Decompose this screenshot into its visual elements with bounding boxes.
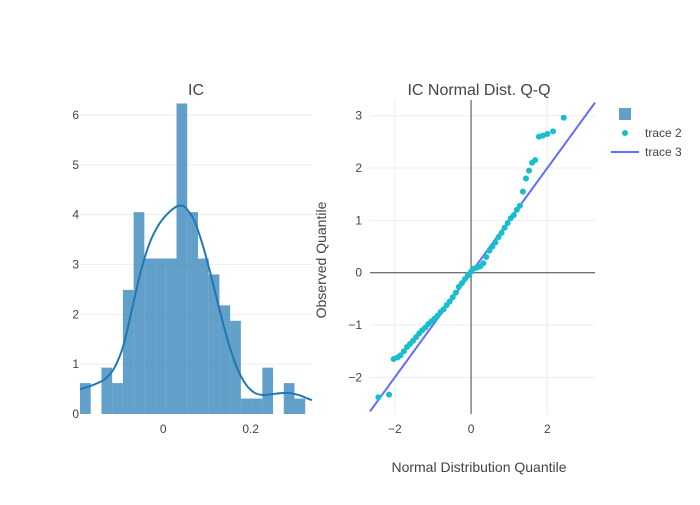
qq-y-tick-label-3: 1 (355, 213, 362, 227)
qq-point-20 (446, 298, 453, 305)
legend-trace-2-label[interactable]: trace 2 (645, 126, 682, 140)
qq-point-45 (522, 175, 529, 182)
qq-point-53 (560, 114, 567, 121)
qq-y-tick-labels: −2 −1 0 1 2 3 (348, 109, 362, 385)
histogram-y-tick-label-1: 1 (72, 357, 79, 371)
histogram-y-tick-label-4: 4 (72, 208, 79, 222)
histogram-bar-19 (283, 383, 295, 414)
histogram-bar-16 (251, 398, 263, 414)
histogram-bar-17 (262, 367, 274, 414)
qq-point-21 (449, 294, 456, 301)
qq-x-tick-label-2: 2 (544, 422, 551, 436)
qq-point-52 (550, 128, 557, 135)
histogram-bar-10 (187, 212, 198, 414)
histogram-bar-20 (294, 398, 306, 414)
qq-point-44 (519, 188, 526, 195)
histogram-bar-15 (240, 398, 252, 414)
qq-y-tick-label-0: −2 (348, 370, 362, 384)
qq-reference-line (369, 102, 596, 412)
qq-point-34 (489, 243, 496, 250)
histogram-bar-11 (197, 258, 209, 414)
qq-scatter-points (375, 114, 567, 401)
qq-point-0 (375, 394, 382, 401)
histogram-bar-9 (176, 103, 188, 414)
histogram-bar-13 (219, 305, 231, 414)
qq-y-tick-label-2: 0 (355, 266, 362, 280)
qq-point-24 (458, 280, 465, 287)
qq-point-33 (486, 247, 493, 254)
qq-point-22 (452, 289, 459, 296)
histogram-bar-4 (122, 289, 134, 414)
qq-point-46 (526, 167, 533, 174)
qq-x-axis-title: Normal Distribution Quantile (391, 459, 566, 475)
histogram-bar-12 (208, 274, 220, 414)
histogram-x-tick-labels: 0 0.2 (160, 422, 260, 436)
histogram-x-tick-label-1: 0.2 (242, 422, 259, 436)
qq-point-48 (532, 157, 539, 164)
qq-title: IC Normal Dist. Q-Q (407, 82, 550, 99)
qq-y-tick-label-4: 2 (355, 161, 362, 175)
histogram-y-tick-label-5: 5 (72, 158, 79, 172)
qq-point-18 (440, 306, 447, 313)
qq-point-31 (480, 260, 487, 267)
legend-trace-2-marker[interactable] (622, 130, 628, 136)
qq-point-4 (397, 352, 404, 359)
histogram-bar-3 (112, 383, 123, 414)
qq-point-35 (492, 239, 499, 246)
qq-point-50 (539, 132, 546, 139)
histogram-title: IC (188, 82, 204, 99)
histogram-bar-14 (230, 320, 241, 414)
qq-point-36 (495, 234, 502, 241)
qq-point-38 (501, 224, 508, 231)
legend-trace-3-label[interactable]: trace 3 (645, 145, 682, 159)
qq-point-37 (498, 229, 505, 236)
qq-y-axis-title: Observed Quantile (313, 201, 329, 318)
qq-x-tick-label-1: 0 (468, 422, 475, 436)
qq-point-39 (504, 219, 511, 226)
histogram-bar-0 (80, 383, 91, 414)
qq-y-tick-label-1: −1 (348, 318, 362, 332)
histogram-y-tick-labels: 0 1 2 3 4 5 6 (72, 108, 79, 421)
qq-y-tick-label-5: 3 (355, 109, 362, 123)
qq-point-43 (516, 202, 523, 209)
histogram-y-tick-label-0: 0 (72, 407, 79, 421)
histogram-y-tick-label-2: 2 (72, 307, 79, 321)
histogram-kde-curve (79, 204, 313, 401)
qq-point-5 (400, 348, 407, 355)
histogram-bar-2 (101, 367, 113, 414)
qq-x-tick-label-0: −2 (388, 422, 402, 436)
histogram-bar-5 (133, 212, 145, 414)
histogram-y-tick-label-3: 3 (72, 257, 79, 271)
qq-point-1 (386, 391, 393, 398)
qq-plot-panel: −2 0 2 −2 −1 0 1 2 3 IC Normal Dist. Q-Q Normal… (313, 82, 596, 475)
histogram-bars (80, 103, 306, 414)
qq-point-41 (510, 212, 517, 219)
histogram-x-tick-label-0: 0 (160, 422, 167, 436)
qq-point-42 (513, 206, 520, 213)
qq-point-51 (544, 131, 551, 138)
qq-point-32 (483, 254, 490, 260)
histogram-y-tick-label-6: 6 (72, 108, 79, 122)
histogram-bar-7 (155, 258, 166, 414)
histogram-bar-8 (165, 258, 177, 414)
legend[interactable]: trace 2 trace 3 (611, 108, 682, 159)
qq-x-tick-labels: −2 0 2 (388, 422, 551, 436)
legend-histogram-swatch[interactable] (619, 108, 631, 120)
histogram-bar-6 (144, 258, 156, 414)
